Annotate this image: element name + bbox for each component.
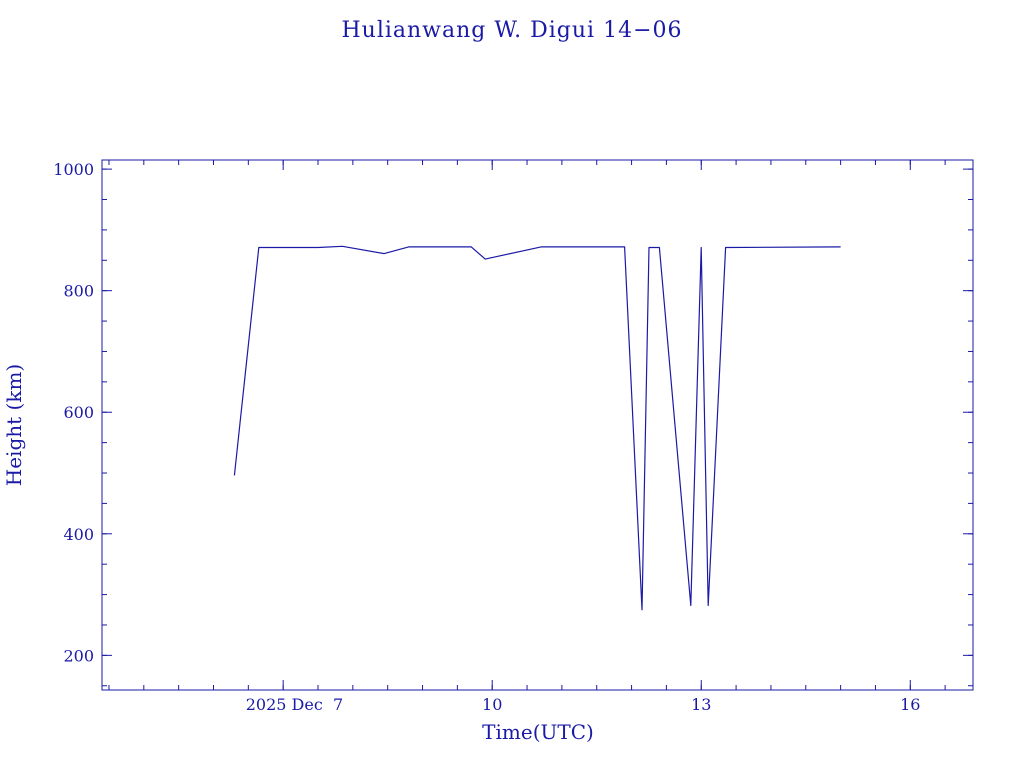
y-tick-label: 1000: [53, 160, 94, 179]
x-tick-label: 2025 Dec 7: [246, 695, 343, 714]
axis-ticks: [102, 160, 973, 690]
y-axis-label: Height (km): [2, 364, 26, 486]
x-tick-label: 16: [900, 695, 920, 714]
y-tick-label: 200: [63, 646, 94, 665]
x-axis-label: Time(UTC): [482, 720, 594, 744]
y-tick-label: 800: [63, 282, 94, 301]
x-tick-label: 13: [691, 695, 711, 714]
y-tick-label: 400: [63, 525, 94, 544]
height-series-line: [233, 245, 841, 611]
chart-title: Hulianwang W. Digui 14−06: [341, 18, 682, 43]
x-tick-label: 10: [482, 695, 502, 714]
plot-frame: [101, 159, 974, 691]
y-tick-label: 600: [63, 403, 94, 422]
tick-labels: 2025 Dec 7 10 13 16 200 400 600 800 1000: [53, 160, 920, 714]
